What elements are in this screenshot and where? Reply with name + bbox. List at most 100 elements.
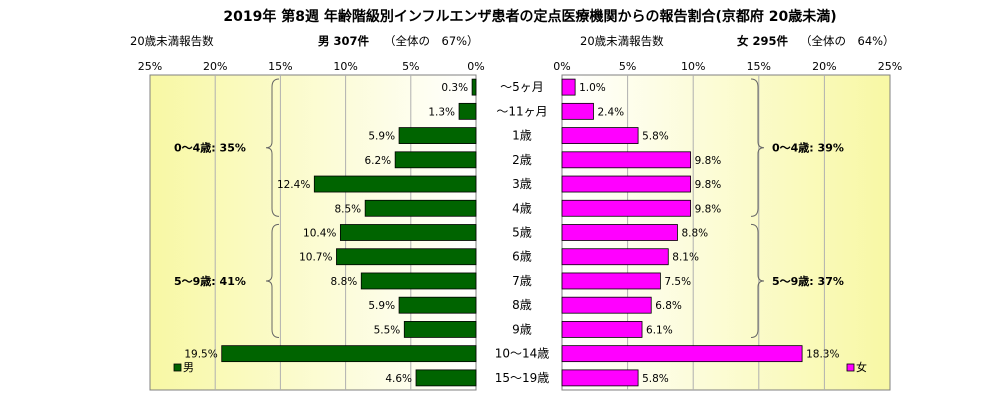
right-subtitle-count: 女 295件 xyxy=(737,34,789,48)
left-axis-ticks: 25% 20% 15% 10% 5% 0% xyxy=(138,60,485,73)
right-age-group-bracket xyxy=(750,223,765,339)
female-bar xyxy=(561,369,639,387)
male-bar xyxy=(394,151,477,169)
male-bar xyxy=(398,127,477,144)
male-value-label: 5.5% xyxy=(374,324,401,336)
left-tick-label: 25% xyxy=(138,60,162,73)
male-value-label: 0.3% xyxy=(441,82,468,94)
age-category-labels: ～5ヶ月 ～11ヶ月 1歳 2歳 3歳 4歳 5歳 6歳 7歳 8歳 9歳 10～14歳 15～19歳 xyxy=(495,80,550,385)
female-value-label: 5.8% xyxy=(642,131,669,143)
female-bars xyxy=(561,78,803,387)
male-legend-label: 男 xyxy=(183,361,194,374)
female-value-label: 6.8% xyxy=(655,300,682,312)
age-category-label: 15～19歳 xyxy=(495,371,550,385)
male-value-label: 4.6% xyxy=(385,373,412,385)
female-value-labels: 1.0% 2.4% 5.8% 9.8% 9.8% 9.8% 8.8% 8.1% 7.5% 6.8%… xyxy=(579,82,839,385)
female-bar xyxy=(561,78,576,96)
male-value-label: 8.8% xyxy=(331,276,358,288)
female-value-label: 9.8% xyxy=(695,155,722,167)
male-value-label: 6.2% xyxy=(364,155,391,167)
male-value-labels: 0.3% 1.3% 5.9% 6.2% 12.4% 8.5% 10.4% 10.7% 8.8% 5… xyxy=(184,82,468,385)
female-bar xyxy=(561,102,594,120)
age-category-label: ～5ヶ月 xyxy=(500,80,544,94)
left-subtitle-count: 男 307件 xyxy=(318,34,370,48)
male-legend-swatch xyxy=(173,363,182,372)
left-tick-label: 20% xyxy=(203,60,227,73)
male-bar xyxy=(339,224,477,241)
right-tick-label: 0% xyxy=(553,60,570,73)
age-category-label: 5歳 xyxy=(512,226,532,240)
male-bar xyxy=(415,369,477,387)
left-age-group-label: 0～4歳: 35% xyxy=(174,141,246,155)
male-bar xyxy=(471,78,477,96)
female-bar xyxy=(561,127,639,144)
male-bar xyxy=(221,345,477,363)
right-tick-label: 5% xyxy=(619,60,636,73)
age-category-label: 7歳 xyxy=(512,274,532,288)
left-age-group-bracket xyxy=(265,78,280,217)
female-bar xyxy=(561,272,661,290)
male-bar xyxy=(403,321,477,338)
right-age-group-brackets: 0～4歳: 39% 5～9歳: 37% xyxy=(750,78,844,339)
female-value-label: 9.8% xyxy=(695,179,722,191)
right-tick-label: 15% xyxy=(747,60,771,73)
female-value-label: 2.4% xyxy=(597,106,624,118)
male-value-label: 19.5% xyxy=(184,349,217,361)
age-category-label: 8歳 xyxy=(512,298,532,312)
age-category-label: 2歳 xyxy=(512,153,532,167)
male-bar xyxy=(313,175,477,193)
male-value-label: 1.3% xyxy=(428,106,455,118)
male-value-label: 5.9% xyxy=(368,300,395,312)
female-value-label: 9.8% xyxy=(695,203,722,215)
female-legend-label: 女 xyxy=(856,360,867,374)
female-bar xyxy=(561,296,652,314)
male-value-label: 10.4% xyxy=(303,228,336,240)
age-category-label: 4歳 xyxy=(512,201,532,215)
right-age-group-label: 5～9歳: 37% xyxy=(772,274,844,288)
male-bar xyxy=(398,296,477,314)
left-age-group-brackets: 0～4歳: 35% 5～9歳: 41% xyxy=(174,78,280,339)
age-category-label: 1歳 xyxy=(512,129,532,143)
female-value-label: 18.3% xyxy=(806,349,839,361)
female-bar xyxy=(561,321,643,338)
male-bar xyxy=(336,248,477,266)
age-category-label: 6歳 xyxy=(512,250,532,264)
male-value-label: 10.7% xyxy=(299,252,332,264)
female-value-label: 6.1% xyxy=(646,324,673,336)
left-age-group-bracket xyxy=(265,223,280,339)
female-value-label: 5.8% xyxy=(642,373,669,385)
male-bar xyxy=(360,272,477,290)
age-category-label: 10～14歳 xyxy=(495,347,550,361)
left-subtitle-label: 20歳未満報告数 xyxy=(130,34,214,48)
female-bar xyxy=(561,175,691,193)
left-tick-label: 10% xyxy=(333,60,357,73)
right-subtitle-share: （全体の 64%） xyxy=(800,34,895,48)
female-value-label: 1.0% xyxy=(579,82,606,94)
female-value-label: 8.8% xyxy=(681,228,708,240)
chart-title: 2019年 第8週 年齢階級別インフルエンザ患者の定点医療機関からの報告割合(京… xyxy=(223,8,836,25)
female-bar xyxy=(561,151,691,169)
female-bar xyxy=(561,224,678,241)
right-tick-label: 25% xyxy=(878,60,902,73)
right-age-group-label: 0～4歳: 39% xyxy=(772,141,844,155)
right-subtitle-label: 20歳未満報告数 xyxy=(580,34,664,48)
left-age-group-label: 5～9歳: 41% xyxy=(174,274,246,288)
male-bars xyxy=(221,78,477,387)
male-value-label: 8.5% xyxy=(334,203,361,215)
female-bar xyxy=(561,345,803,363)
right-tick-label: 10% xyxy=(681,60,705,73)
male-value-label: 12.4% xyxy=(277,179,310,191)
left-tick-label: 5% xyxy=(402,60,419,73)
left-tick-label: 15% xyxy=(268,60,292,73)
female-legend-swatch xyxy=(846,363,855,372)
male-value-label: 5.9% xyxy=(368,131,395,143)
age-category-label: 3歳 xyxy=(512,177,532,191)
left-subtitle-share: （全体の 67%） xyxy=(384,34,479,48)
female-bar xyxy=(561,248,669,266)
age-category-label: ～11ヶ月 xyxy=(496,104,547,118)
left-tick-label: 0% xyxy=(467,60,484,73)
right-tick-label: 20% xyxy=(812,60,836,73)
right-axis-ticks: 0% 5% 10% 15% 20% 25% xyxy=(553,60,902,73)
female-bar xyxy=(561,199,691,217)
right-age-group-bracket xyxy=(750,78,765,217)
